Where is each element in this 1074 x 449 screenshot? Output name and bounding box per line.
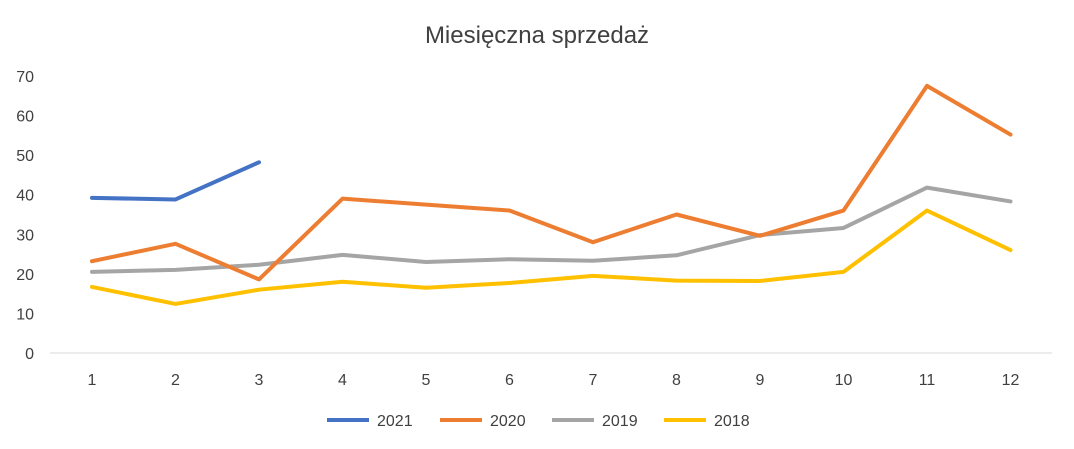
x-tick-label: 6 [505,372,514,389]
y-tick-label: 60 [16,109,34,126]
x-tick-label: 5 [422,372,431,389]
x-tick-label: 1 [88,372,97,389]
y-tick-label: 50 [16,148,34,165]
y-tick-label: 20 [16,267,34,284]
legend-label-2020: 2020 [490,413,526,430]
x-tick-label: 2 [171,372,180,389]
x-tick-label: 9 [756,372,765,389]
legend-label-2019: 2019 [602,413,638,430]
x-tick-label: 3 [255,372,264,389]
series-line-2019 [90,185,1013,274]
y-tick-label: 10 [16,306,34,323]
y-tick-label: 0 [25,346,34,363]
series-line-2020 [90,83,1013,282]
y-axis-ticks: 0 10 20 30 40 50 60 70 [16,69,34,363]
x-tick-label: 10 [835,372,853,389]
y-tick-label: 70 [16,69,34,86]
x-tick-label: 7 [589,372,598,389]
x-tick-label: 12 [1002,372,1020,389]
series-line-2018 [90,208,1013,306]
x-tick-label: 4 [338,372,347,389]
x-axis-ticks: 1 2 3 4 5 6 7 8 9 10 11 12 [88,372,1020,389]
x-tick-label: 8 [672,372,681,389]
series-lines [90,83,1013,306]
x-tick-label: 11 [919,372,936,389]
legend-label-2021: 2021 [377,413,413,430]
chart-title: Miesięczna sprzedaż [425,22,649,49]
y-tick-label: 40 [16,188,34,205]
series-line-2021 [90,160,261,202]
legend-label-2018: 2018 [714,413,750,430]
y-tick-label: 30 [16,227,34,244]
legend: 2021 2020 2019 2018 [327,413,750,430]
